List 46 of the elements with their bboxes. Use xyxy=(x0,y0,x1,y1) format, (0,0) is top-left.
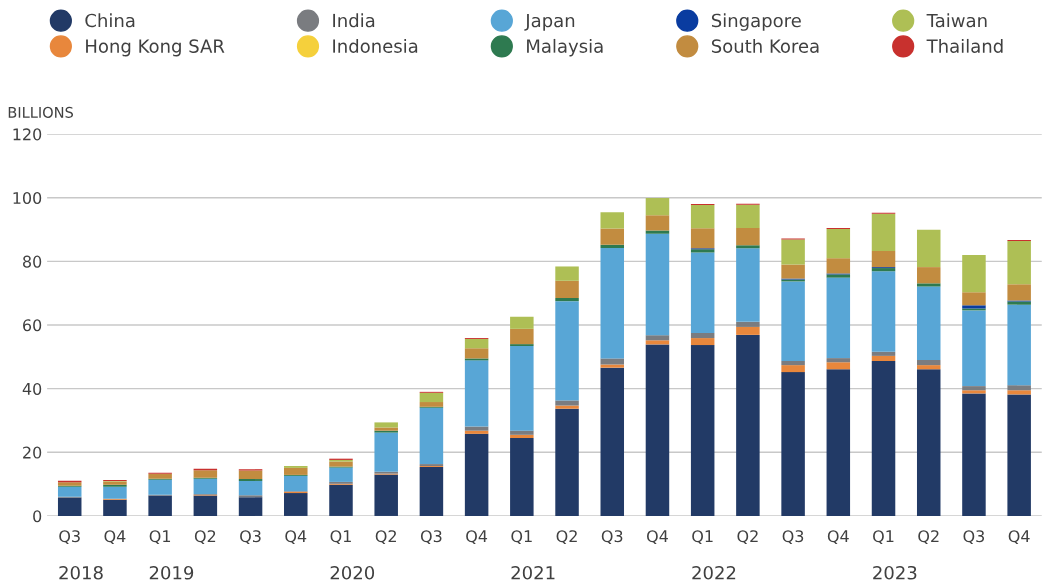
x-tick-label: Q3 xyxy=(420,530,442,545)
legend-label: Japan xyxy=(524,13,575,31)
text: 2020 xyxy=(330,565,375,580)
text: 2019 xyxy=(149,565,194,580)
legend-label: China xyxy=(85,13,135,28)
legend-label: Hong Kong SAR xyxy=(86,39,225,57)
x-tick-label: Q1 xyxy=(873,530,894,545)
legend-label: Malaysia xyxy=(527,38,603,57)
y-axis-title: BILLIONS xyxy=(8,106,74,118)
x-tick-label: Q2 xyxy=(918,530,939,545)
legend-label: Singapore xyxy=(711,13,801,31)
y-tick-label: 120 xyxy=(13,128,42,141)
legend-label: India xyxy=(333,13,375,28)
x-tick-label: Q4 xyxy=(827,530,849,545)
x-tick-label: Q3 xyxy=(59,530,80,545)
text: 2018 xyxy=(59,565,103,580)
legend-label: South Korea xyxy=(711,38,819,53)
x-tick-label: Q1 xyxy=(511,530,532,545)
text: 2023 xyxy=(873,565,917,580)
x-tick-label: Q3 xyxy=(782,530,804,545)
x-tick-label: Q1 xyxy=(330,530,351,545)
text: 2022 xyxy=(692,565,736,580)
x-tick-label: Q3 xyxy=(601,530,623,545)
x-tick-label: Q4 xyxy=(1008,530,1030,545)
x-tick-label: Q2 xyxy=(556,530,577,545)
x-tick-label: Q1 xyxy=(692,530,713,545)
x-tick-label: Q4 xyxy=(647,530,668,545)
x-tick-label: Q4 xyxy=(285,530,307,545)
x-tick-label: Q2 xyxy=(737,530,758,545)
legend-label: Thailand xyxy=(926,38,1003,53)
y-tick-label: 60 xyxy=(23,319,42,332)
text: 2021 xyxy=(511,565,555,580)
y-tick-label: 40 xyxy=(22,382,42,395)
y-tick-label: 80 xyxy=(23,255,42,268)
x-tick-label: Q2 xyxy=(375,530,396,545)
x-tick-label: Q1 xyxy=(149,530,171,545)
x-tick-label: Q3 xyxy=(963,530,985,545)
x-tick-label: Q3 xyxy=(240,530,261,545)
y-tick-label: 0 xyxy=(33,510,42,523)
legend-label: Taiwan xyxy=(926,13,987,28)
legend-label: Indonesia xyxy=(333,38,418,53)
y-tick-label: 20 xyxy=(23,446,42,459)
x-tick-label: Q4 xyxy=(466,530,488,545)
y-tick-label: 100 xyxy=(13,191,42,205)
x-tick-label: Q2 xyxy=(194,530,216,545)
x-tick-label: Q4 xyxy=(104,530,126,545)
